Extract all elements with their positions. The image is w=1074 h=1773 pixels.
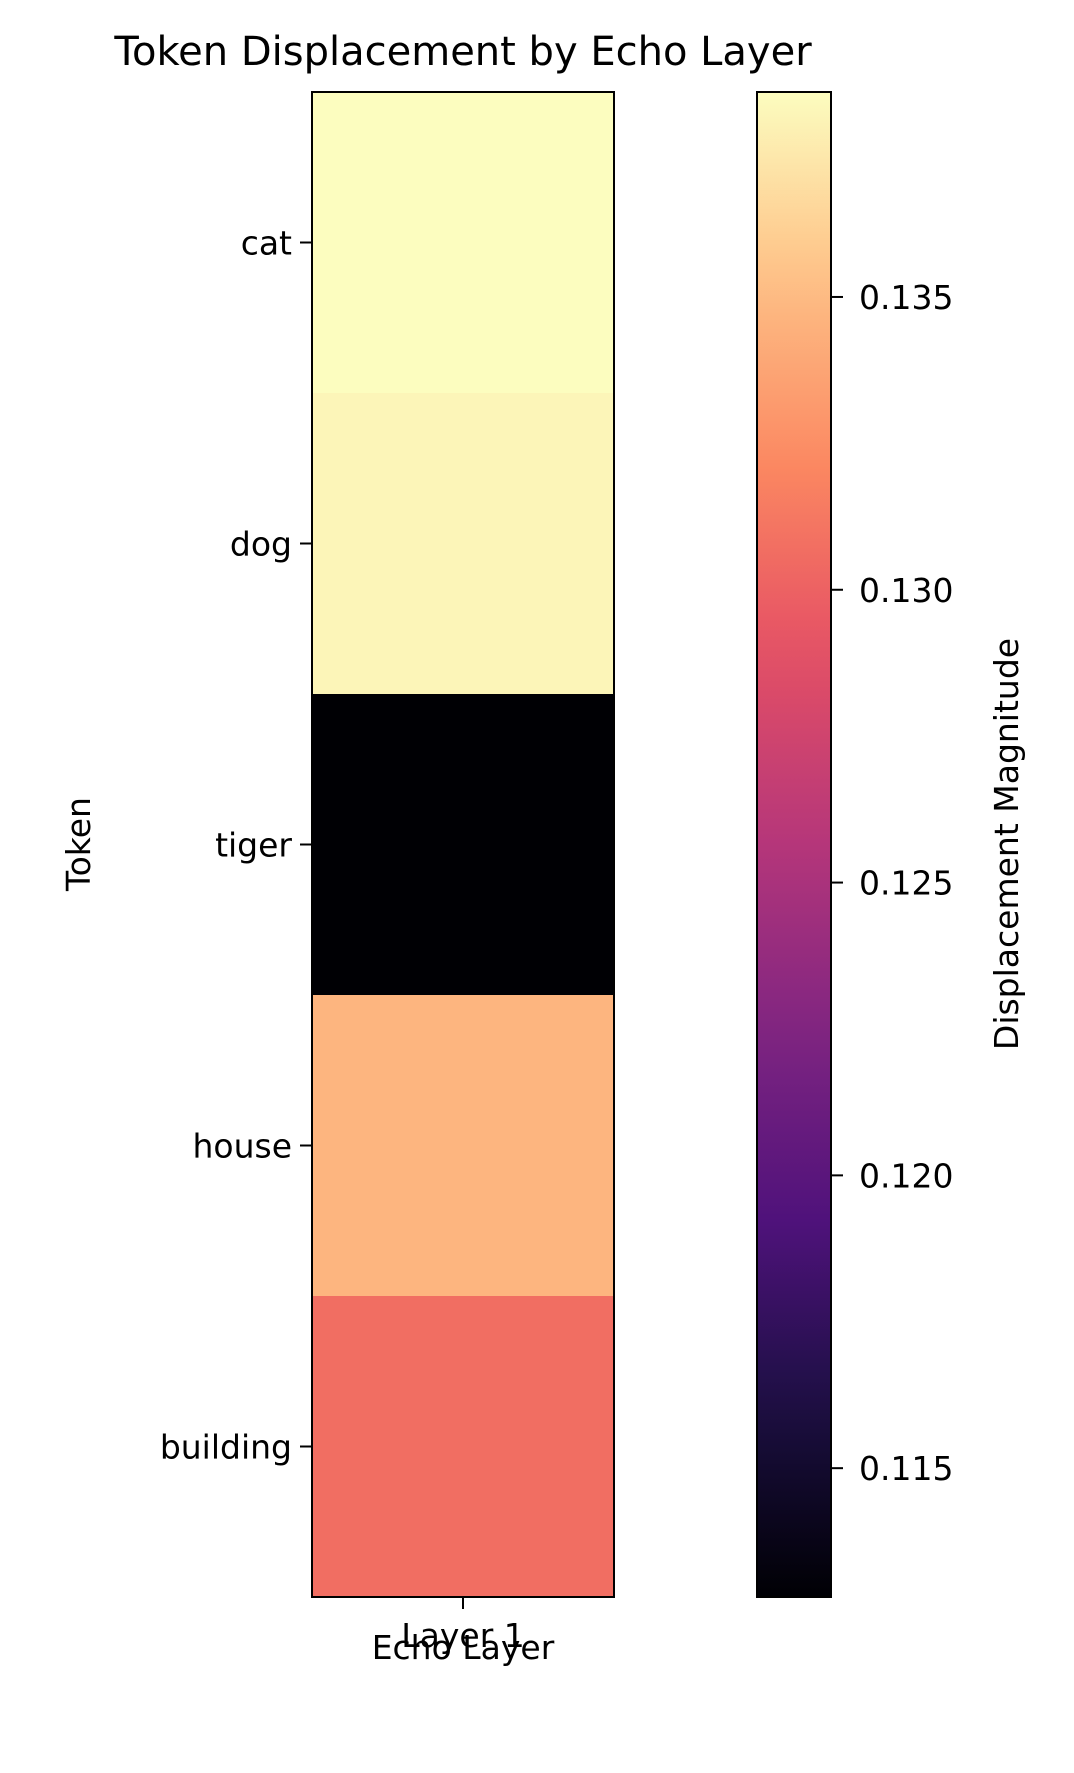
y-tick-label-building: building: [160, 1428, 292, 1467]
y-ticks: cat dog tiger house building: [160, 224, 312, 1467]
colorbar-label: Displacement Magnitude: [987, 638, 1026, 1050]
y-tick-label-tiger: tiger: [215, 826, 292, 865]
heatmap-cell-house-1: [312, 995, 615, 1297]
chart-title: Token Displacement by Echo Layer: [113, 29, 812, 75]
x-axis-label: Echo Layer: [372, 1628, 555, 1667]
colorbar-tick-label: 0.125: [859, 864, 953, 903]
heatmap-cell-cat-1: [312, 92, 615, 394]
x-tick-label: Layer 1: [401, 1616, 525, 1655]
y-tick-label-cat: cat: [241, 224, 292, 263]
heatmap-cell-dog-1: [312, 393, 615, 695]
colorbar-tick-label: 0.130: [859, 571, 953, 610]
x-ticks: Layer 1: [401, 1597, 525, 1655]
y-axis-label: Token: [59, 797, 98, 892]
y-tick-label-dog: dog: [230, 525, 292, 564]
colorbar: [756, 91, 832, 1598]
colorbar-tick-label: 0.120: [859, 1156, 953, 1195]
colorbar-ticks: 0.115 0.120 0.125 0.130 0.135: [831, 278, 953, 1488]
heatmap-cells: [312, 92, 615, 1598]
heatmap-cell-building-1: [312, 1296, 615, 1598]
colorbar-tick-label: 0.135: [859, 278, 953, 317]
heatmap-cell-tiger-1: [312, 694, 615, 996]
colorbar-tick-label: 0.115: [859, 1449, 953, 1488]
y-tick-label-house: house: [192, 1127, 292, 1166]
